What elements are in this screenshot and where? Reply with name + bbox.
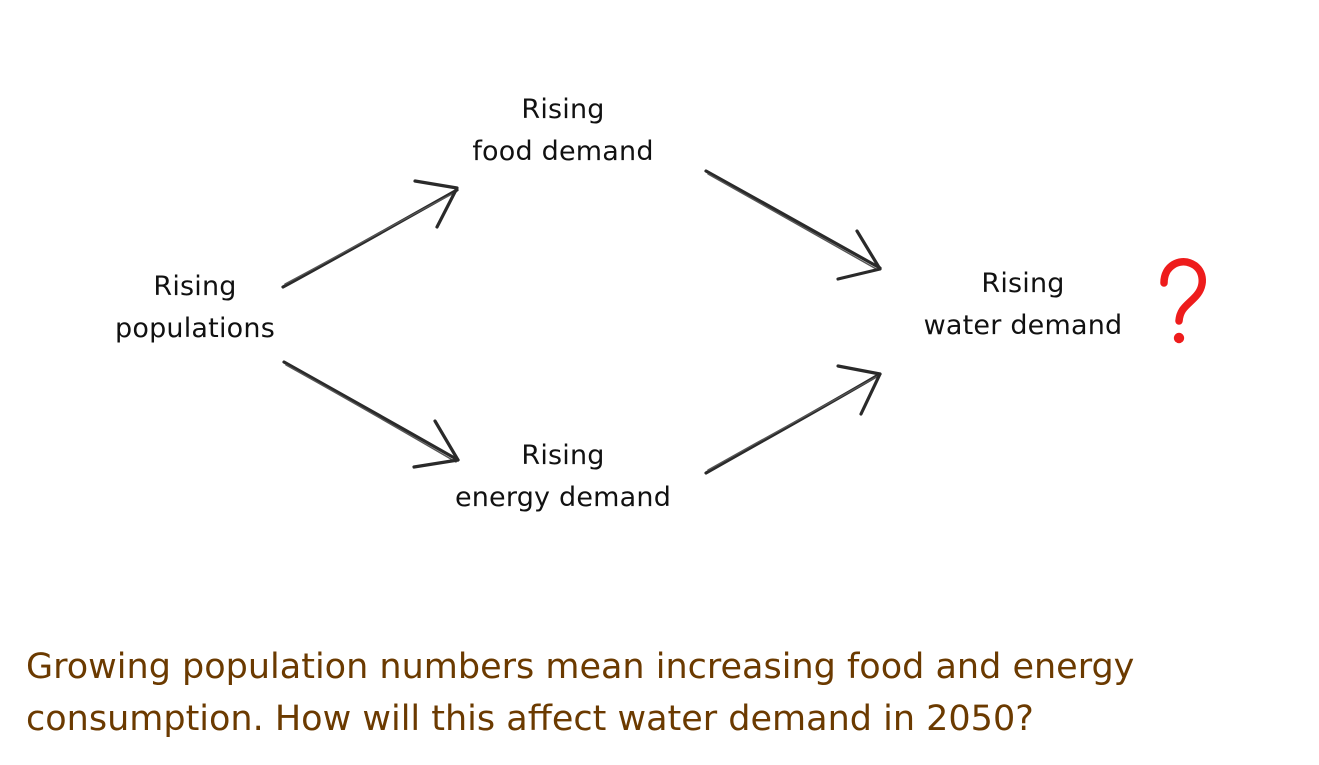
node-rising-food-demand: Rising food demand (453, 89, 673, 173)
arrow-energy-to-water (704, 364, 882, 475)
caption-text: Growing population numbers mean increasi… (26, 641, 1296, 745)
caption-line1: Growing population numbers mean increasi… (26, 647, 1135, 687)
node-energy-line1: Rising (521, 440, 605, 471)
node-populations-line2: populations (115, 313, 275, 344)
node-energy-line2: energy demand (454, 482, 672, 513)
arrow-populations-to-food (281, 179, 459, 289)
caption-line2: consumption. How will this affect water … (26, 699, 1034, 739)
node-water-line2: water demand (923, 310, 1123, 341)
node-populations-line1: Rising (153, 271, 237, 302)
arrow-populations-to-energy (282, 360, 460, 469)
arrow-food-to-water (704, 169, 882, 281)
node-water-line1: Rising (981, 268, 1065, 299)
node-food-line2: food demand (472, 136, 654, 167)
question-mark-icon (1160, 258, 1206, 344)
node-rising-water-demand: Rising water demand (913, 263, 1133, 347)
node-rising-populations: Rising populations (95, 266, 295, 350)
node-food-line1: Rising (521, 94, 605, 125)
node-rising-energy-demand: Rising energy demand (443, 435, 683, 519)
